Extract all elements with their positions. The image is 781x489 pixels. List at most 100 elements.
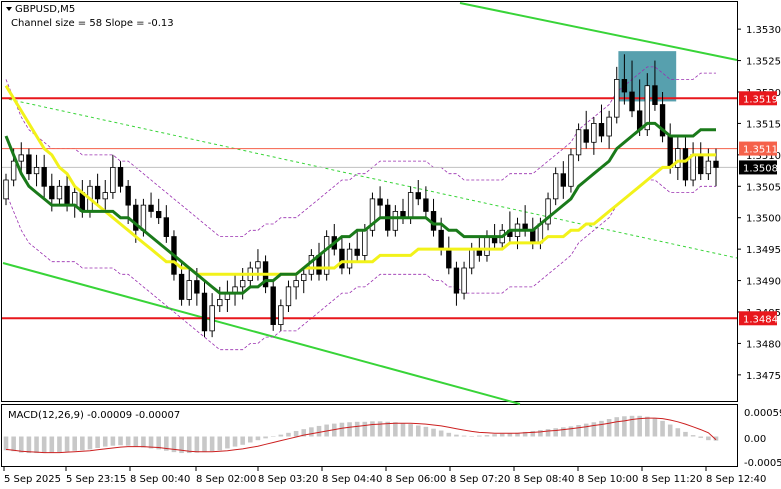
candle-body — [690, 154, 696, 181]
candle-body — [323, 236, 330, 275]
candle-body — [591, 123, 597, 143]
candle-body — [698, 154, 704, 175]
time-tick-label: 8 Sep 04:40 — [322, 474, 382, 485]
candle — [545, 192, 551, 231]
time-tick-label: 8 Sep 12:40 — [706, 474, 766, 485]
candle — [18, 142, 24, 174]
time-tick-label: 8 Sep 11:20 — [642, 474, 702, 485]
macd-histogram-bar — [713, 436, 719, 441]
candle-body — [568, 154, 574, 187]
candle — [644, 73, 650, 136]
candle-body — [102, 192, 108, 200]
candle-body — [629, 91, 635, 112]
price-tick-label: 1.3495 — [746, 245, 781, 256]
candle — [148, 192, 154, 218]
macd-histogram-bar — [423, 426, 429, 437]
candle-body — [117, 167, 124, 187]
candle-body — [209, 305, 215, 332]
macd-histogram-bar — [469, 436, 474, 437]
candle — [94, 173, 101, 206]
candle — [614, 66, 620, 124]
price-tag-current[interactable]: 1.3508 — [739, 160, 778, 175]
macd-histogram-bar — [316, 425, 322, 437]
candle-body — [186, 280, 192, 300]
macd-histogram-bar — [309, 427, 314, 437]
candle — [659, 92, 666, 143]
channel-upper-line — [459, 2, 738, 61]
candle-body — [682, 148, 689, 181]
macd-histogram-bar — [591, 422, 597, 437]
time-tick-label: 8 Sep 10:00 — [578, 474, 638, 485]
candle-body — [26, 154, 32, 175]
candle-body — [18, 154, 24, 162]
candle-body — [392, 211, 399, 231]
macd-histogram-bar — [278, 434, 284, 437]
macd-histogram-bar — [64, 436, 70, 452]
macd-tick-top: 0.00059 — [744, 408, 781, 419]
candle — [598, 104, 605, 143]
candle-body — [621, 79, 628, 93]
macd-histogram-bar — [301, 429, 307, 437]
candle-body — [583, 129, 589, 143]
price-tick-label: 1.3480 — [746, 339, 781, 350]
macd-histogram-bar — [660, 420, 665, 437]
macd-histogram-bar — [171, 436, 177, 453]
price-tag-lower[interactable]: 1.3484 — [739, 311, 778, 326]
candle — [583, 110, 589, 149]
candle-body — [140, 204, 147, 231]
candle — [155, 198, 162, 224]
macd-histogram-bar — [706, 436, 711, 441]
candle — [301, 268, 307, 294]
candle — [278, 299, 284, 331]
candle — [346, 242, 353, 275]
macd-histogram-bar — [393, 422, 398, 437]
candle — [461, 261, 467, 300]
price-tick-label: 1.3510 — [746, 151, 781, 162]
candle-body — [163, 217, 170, 237]
candle-body — [178, 273, 185, 300]
macd-histogram-bar — [408, 424, 413, 437]
macd-histogram-bar — [545, 429, 551, 437]
candle-body — [560, 173, 567, 187]
macd-histogram-bar — [499, 433, 505, 437]
dropdown-triangle-icon[interactable] — [6, 7, 12, 11]
candle-body — [652, 85, 658, 105]
macd-histogram-bar — [606, 419, 612, 437]
price-tag-label: 1.3508 — [743, 163, 778, 174]
macd-histogram-bar — [492, 434, 497, 437]
price-tick-label: 1.3530 — [746, 25, 781, 36]
price-tag-label: 1.3519 — [743, 94, 778, 105]
time-tick-label: 8 Sep 08:40 — [514, 474, 574, 485]
candle-body — [598, 123, 605, 137]
candle — [117, 161, 124, 193]
candle-body — [217, 299, 223, 307]
candle — [606, 110, 612, 149]
symbol-label: GBPUSD,M5 — [15, 4, 75, 15]
macd-histogram-bar — [18, 436, 24, 453]
candle-body — [606, 116, 612, 137]
macd-histogram-bar — [438, 430, 444, 437]
candle-body — [278, 305, 284, 325]
price-tag-bg — [739, 91, 777, 106]
price-tag-bg — [739, 311, 777, 326]
macd-histogram-bar — [110, 436, 116, 446]
price-panel[interactable] — [1, 1, 738, 402]
candle-body — [675, 148, 681, 168]
candle — [323, 230, 330, 281]
candle-body — [301, 273, 307, 281]
candle-body — [659, 104, 666, 137]
macd-histogram-bar — [3, 436, 9, 451]
macd-histogram-bar — [400, 423, 406, 437]
macd-tick-zero: 0.00 — [744, 434, 766, 445]
macd-histogram-bar — [156, 436, 161, 450]
price-tag-upper[interactable]: 1.3519 — [739, 91, 778, 106]
macd-histogram-bar — [102, 436, 108, 447]
macd-histogram-bar — [118, 436, 123, 446]
macd-histogram-bar — [95, 436, 100, 448]
macd-histogram-bar — [415, 425, 421, 437]
price-tag-mid[interactable]: 1.3511 — [739, 141, 778, 156]
macd-histogram-bar — [339, 422, 345, 437]
macd-histogram-bar — [583, 423, 589, 437]
macd-histogram-bar — [270, 436, 276, 437]
